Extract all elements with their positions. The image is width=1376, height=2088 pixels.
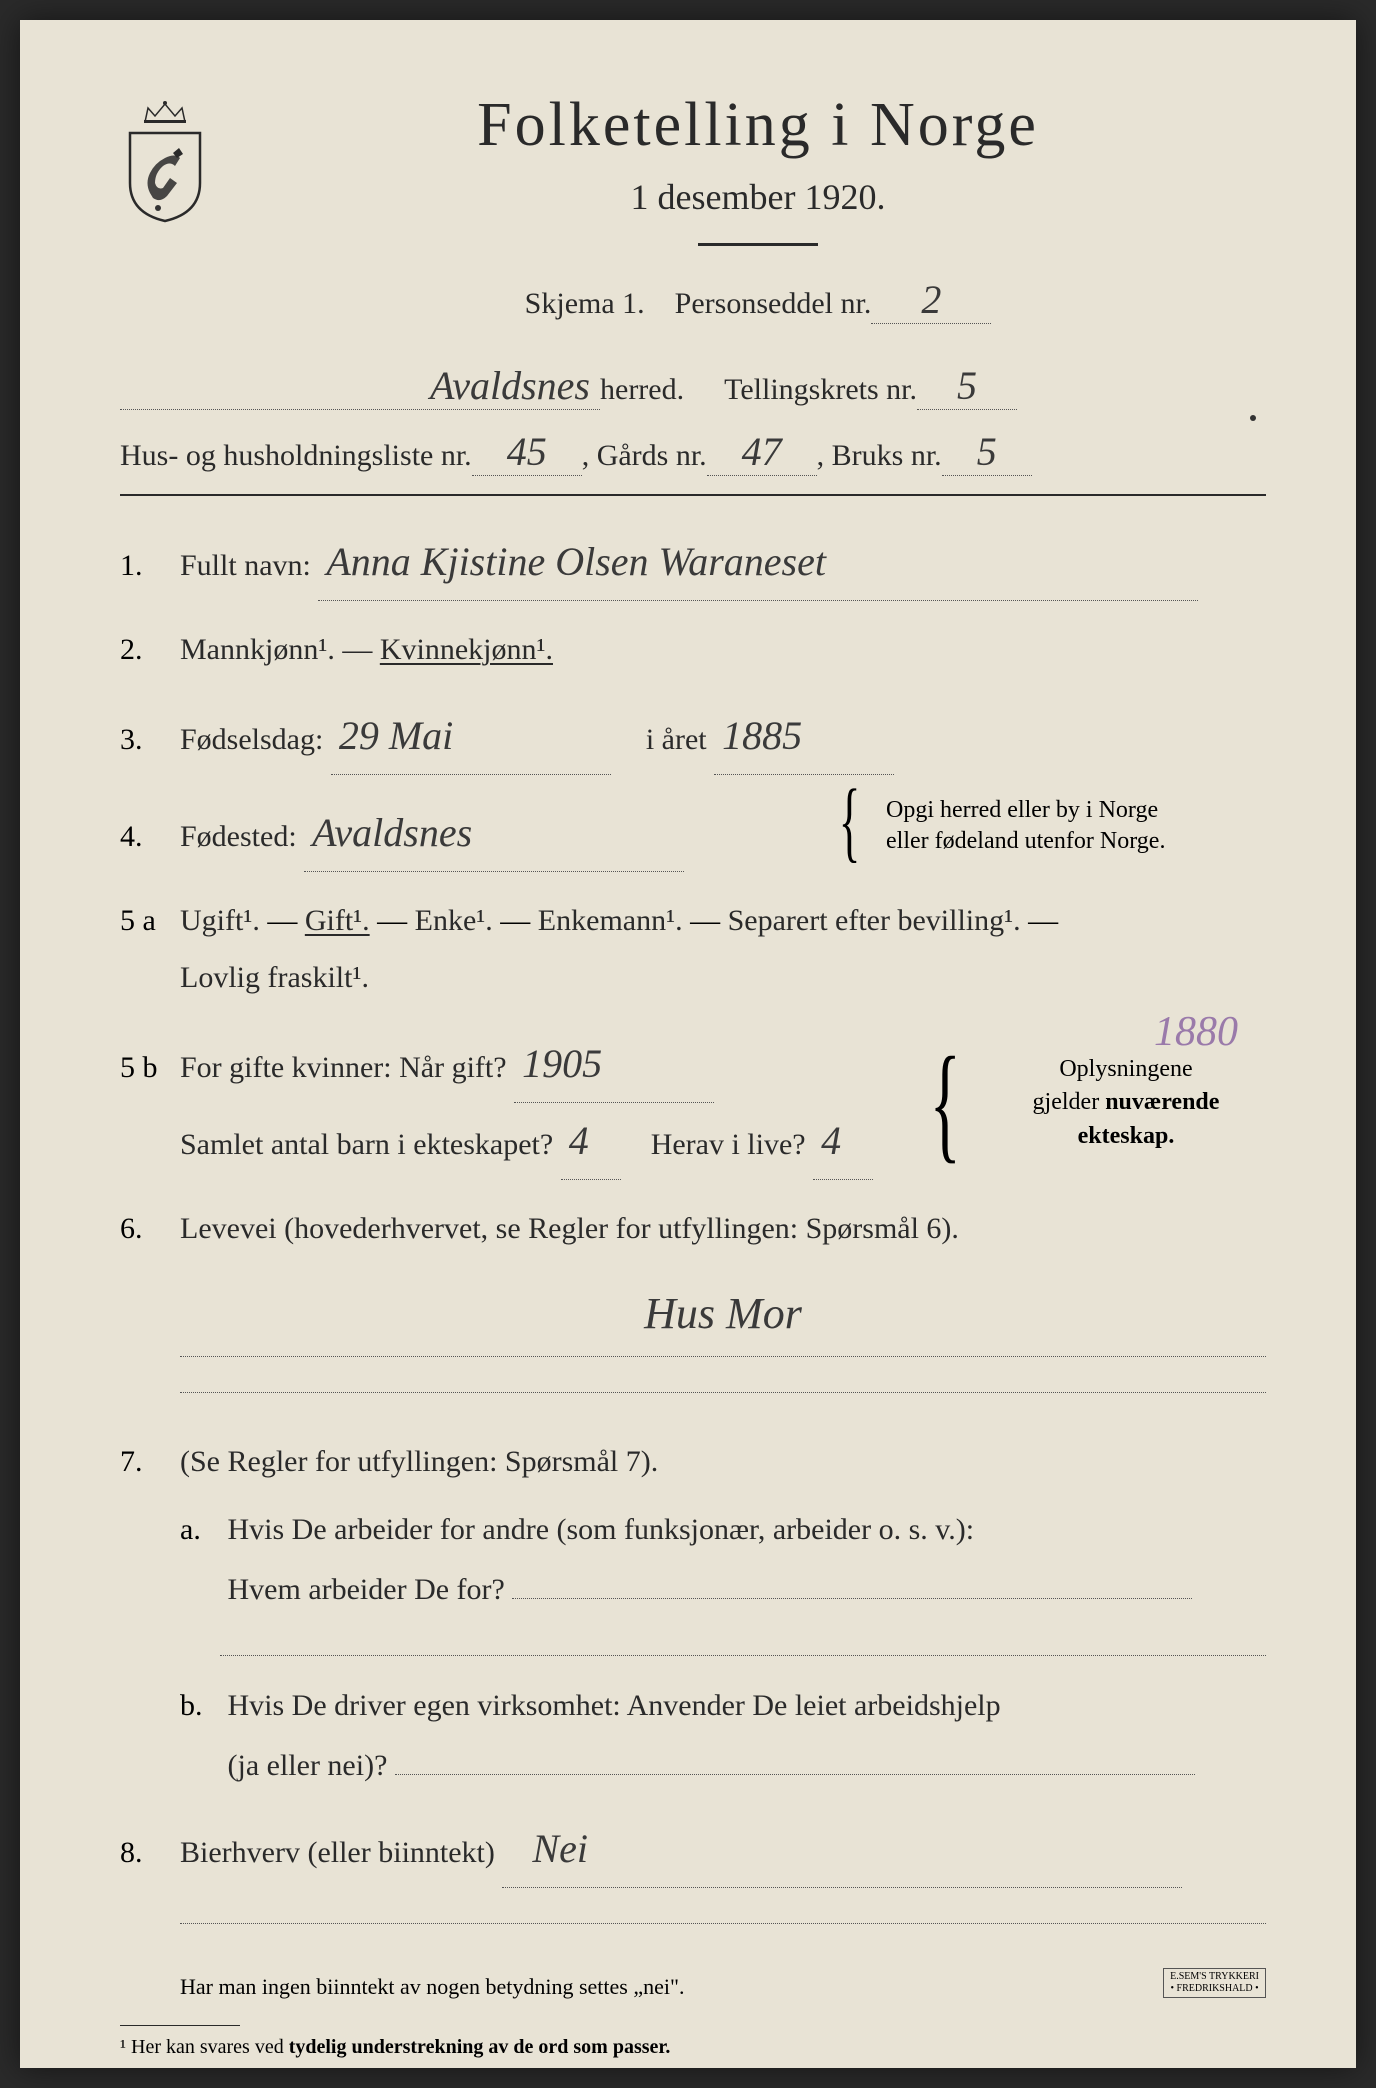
footnote-rule	[120, 2025, 240, 2026]
q7b: b. Hvis De driver egen virksomhet: Anven…	[180, 1676, 1266, 1796]
q7-num: 7.	[120, 1433, 180, 1490]
tellingskrets-label: Tellingskrets nr.	[724, 373, 917, 407]
hus-nr: 45	[472, 428, 582, 476]
q5b: 5 b For gifte kvinner: Når gift? 1905 Sa…	[120, 1026, 1266, 1180]
herred-line: Avaldsnes herred. Tellingskrets nr. 5	[120, 362, 1266, 410]
printer-mark: E.SEM'S TRYKKERI • FREDRIKSHALD •	[1163, 1968, 1266, 1998]
q2: 2. Mannkjønn¹. — Kvinnekjønn¹.	[120, 621, 1266, 678]
q5b-live-label: Herav i live?	[651, 1128, 806, 1161]
hus-label: Hus- og husholdningsliste nr.	[120, 439, 472, 473]
blank-line	[180, 1392, 1266, 1393]
main-title: Folketelling i Norge	[250, 90, 1266, 161]
q5b-side2b: nuværende	[1105, 1089, 1219, 1115]
q7b-blank	[395, 1774, 1195, 1775]
shield-icon	[125, 128, 205, 223]
q3-dag: 29 Mai	[331, 698, 611, 775]
q3-label-aar: i året	[646, 723, 707, 756]
q6: 6. Levevei (hovederhvervet, se Regler fo…	[120, 1200, 1266, 1413]
skjema-label: Skjema 1.	[525, 287, 645, 321]
q7a-label: a.	[180, 1500, 220, 1560]
coat-of-arms-icon	[120, 100, 210, 220]
q5b-num: 5 b	[120, 1039, 180, 1096]
footnote: ¹ Her kan svares ved tydelig understrekn…	[120, 2036, 1266, 2059]
printer-line2: • FREDRIKSHALD •	[1170, 1983, 1259, 1995]
q5a-separert: Separert efter bevilling¹.	[728, 904, 1021, 937]
q5b-gifte-label: For gifte kvinner: Når gift?	[180, 1051, 507, 1084]
q7a: a. Hvis De arbeider for andre (som funks…	[180, 1500, 1266, 1656]
q3-num: 3.	[120, 711, 180, 768]
bruks-nr: 5	[942, 428, 1032, 476]
personseddel-label: Personseddel nr.	[675, 287, 872, 321]
personseddel-nr: 2	[871, 276, 991, 324]
herred-value: Avaldsnes	[120, 362, 600, 410]
q6-value: Hus Mor	[636, 1289, 810, 1338]
q8-label: Bierhverv (eller biinntekt)	[180, 1836, 495, 1869]
blank-line	[220, 1655, 1266, 1656]
q1-label: Fullt navn:	[180, 549, 311, 582]
ink-spot	[1250, 415, 1256, 421]
subtitle: 1 desember 1920.	[250, 176, 1266, 218]
q2-mann: Mannkjønn¹.	[180, 633, 335, 666]
q5b-barn-label: Samlet antal barn i ekteskapet?	[180, 1128, 553, 1161]
brace-icon: {	[929, 1064, 960, 1142]
q5a-enke: Enke¹.	[415, 904, 493, 937]
q8-num: 8.	[120, 1824, 180, 1881]
q7b-line1: Hvis De driver egen virksomhet: Anvender…	[228, 1689, 1001, 1722]
q3-label-dag: Fødselsdag:	[180, 723, 323, 756]
footnote-num: ¹	[120, 2036, 126, 2058]
q4-note1: Opgi herred eller by i Norge	[886, 795, 1266, 826]
q5a-num: 5 a	[120, 892, 180, 949]
q7b-label: b.	[180, 1676, 220, 1736]
q5a-enkemann: Enkemann¹.	[538, 904, 683, 937]
q1-value: Anna Kjistine Olsen Waraneset	[318, 524, 1198, 601]
q5b-gift-aar: 1905	[514, 1026, 714, 1103]
q6-label: Levevei (hovederhvervet, se Regler for u…	[180, 1212, 959, 1245]
herred-label: herred.	[600, 373, 684, 407]
q7-label: (Se Regler for utfyllingen: Spørsmål 7).	[180, 1445, 658, 1478]
q4-num: 4.	[120, 808, 180, 865]
q4-value: Avaldsnes	[304, 795, 684, 872]
q5a-fraskilt: Lovlig fraskilt¹.	[180, 961, 369, 994]
tellingskrets-nr: 5	[917, 362, 1017, 410]
liste-line: Hus- og husholdningsliste nr. 45 , Gårds…	[120, 428, 1266, 476]
gaards-nr: 47	[707, 428, 817, 476]
q7: 7. (Se Regler for utfyllingen: Spørsmål …	[120, 1433, 1266, 1490]
q5a: 5 a Ugift¹. — Gift¹. — Enke¹. — Enkemann…	[120, 892, 1266, 1006]
q2-dash: —	[342, 633, 380, 666]
header: Folketelling i Norge 1 desember 1920. Sk…	[120, 90, 1266, 342]
q5a-gift: Gift¹.	[305, 904, 370, 937]
q5b-side3: ekteskap.	[1078, 1123, 1175, 1149]
q1-num: 1.	[120, 537, 180, 594]
q4-note2: eller fødeland utenfor Norge.	[886, 826, 1266, 857]
q5a-ugift: Ugift¹.	[180, 904, 260, 937]
q3: 3. Fødselsdag: 29 Mai i året 1885	[120, 698, 1266, 775]
footer-note: Har man ingen biinntekt av nogen betydni…	[180, 1974, 1266, 2000]
q4: 4. Fødested: Avaldsnes { Opgi herred ell…	[120, 795, 1266, 872]
q3-aar: 1885	[714, 698, 894, 775]
q2-kvinne: Kvinnekjønn¹.	[380, 633, 553, 666]
gaards-label: , Gårds nr.	[582, 439, 707, 473]
q7a-line2: Hvem arbeider De for?	[228, 1573, 505, 1606]
q7a-blank	[512, 1598, 1192, 1599]
q4-label: Fødested:	[180, 820, 297, 853]
q8: 8. Bierhverv (eller biinntekt) Nei	[120, 1811, 1266, 1944]
q7a-line1: Hvis De arbeider for andre (som funksjon…	[228, 1513, 975, 1546]
skjema-line: Skjema 1. Personseddel nr. 2	[250, 276, 1266, 324]
brace-icon: {	[839, 795, 861, 849]
census-form-page: Folketelling i Norge 1 desember 1920. Sk…	[20, 20, 1356, 2068]
q7b-line2: (ja eller nei)?	[228, 1749, 388, 1782]
blank-line	[180, 1923, 1266, 1924]
q8-value: Nei	[502, 1811, 1182, 1888]
q1: 1. Fullt navn: Anna Kjistine Olsen Waran…	[120, 524, 1266, 601]
divider	[120, 494, 1266, 496]
q6-num: 6.	[120, 1200, 180, 1257]
bruks-label: , Bruks nr.	[817, 439, 942, 473]
q5b-live: 4	[813, 1103, 873, 1180]
q5b-barn: 4	[561, 1103, 621, 1180]
q2-num: 2.	[120, 621, 180, 678]
crown-icon	[140, 100, 190, 125]
title-divider	[698, 243, 818, 246]
margin-note-1880: 1880	[1146, 1003, 1246, 1062]
printer-line1: E.SEM'S TRYKKERI	[1170, 1971, 1259, 1983]
